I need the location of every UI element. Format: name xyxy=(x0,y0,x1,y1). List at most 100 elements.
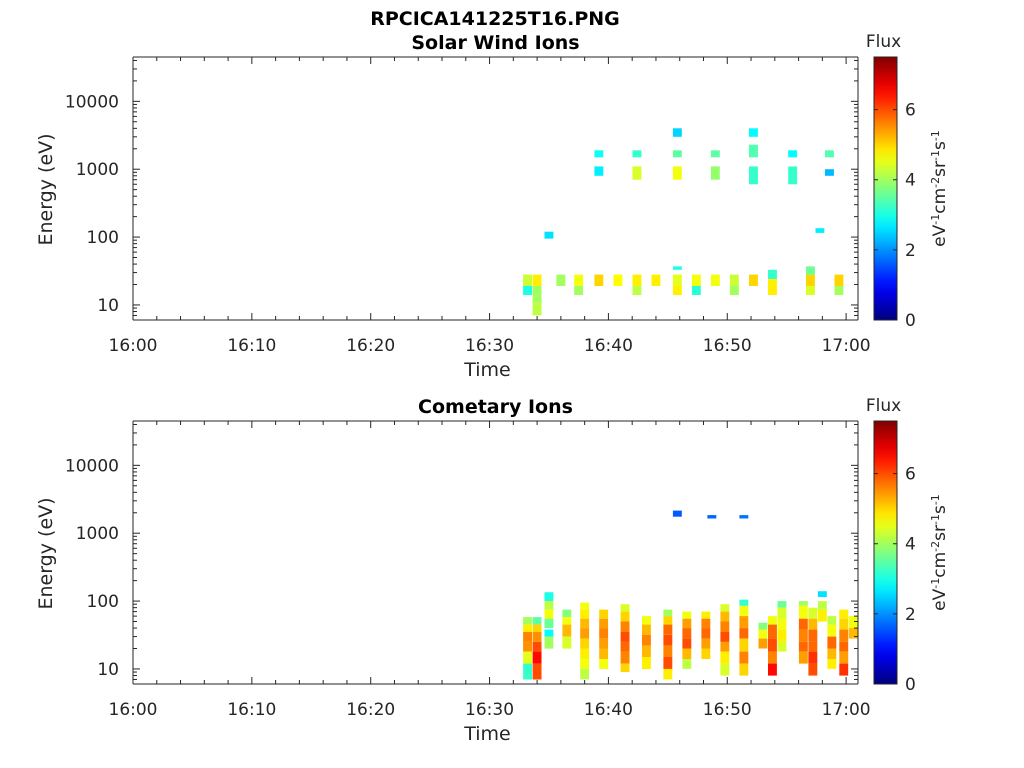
heatmap-cell xyxy=(788,166,798,185)
heatmap-cell xyxy=(815,228,825,233)
x-tick-label: 16:00 xyxy=(109,700,158,720)
heatmap-cell xyxy=(532,663,542,680)
heatmap-cell xyxy=(806,274,815,286)
heatmap-cell xyxy=(642,645,651,657)
x-tick-label: 17:00 xyxy=(822,700,871,720)
heatmap-cell xyxy=(739,651,749,664)
y-tick-label: 100 xyxy=(87,228,119,248)
colorbar-tick-label: 6 xyxy=(905,101,916,121)
heatmap-cell xyxy=(758,638,768,649)
heatmap-cell xyxy=(574,286,584,295)
heatmap-cell xyxy=(798,651,808,664)
heatmap-cell xyxy=(707,515,717,519)
heatmap-cell xyxy=(806,266,815,275)
y-tick-label: 1000 xyxy=(76,160,119,180)
heatmap-cell xyxy=(739,599,749,606)
heatmap-cell xyxy=(798,601,808,606)
heatmap-cell xyxy=(523,624,532,632)
heatmap-cell xyxy=(620,663,630,673)
heatmap-cell xyxy=(532,624,542,632)
heatmap-cell xyxy=(768,651,777,664)
heatmap-cell xyxy=(613,274,623,286)
heatmap-cell xyxy=(672,166,682,180)
x-tick-label: 16:10 xyxy=(227,336,276,356)
heatmap-cell xyxy=(642,657,651,669)
heatmap-cell xyxy=(532,641,542,652)
heatmap-cell xyxy=(523,632,532,642)
heatmap-cell xyxy=(768,279,777,295)
heatmap-cell xyxy=(817,601,827,610)
heatmap-cell xyxy=(523,641,532,652)
y-axis-title: Energy (eV) xyxy=(35,497,57,609)
heatmap-cell xyxy=(544,592,554,601)
heatmap-cell xyxy=(729,274,739,286)
x-axis-title: Time xyxy=(463,723,511,745)
heatmap-cell xyxy=(834,274,844,286)
heatmap-cell xyxy=(827,659,837,669)
heatmap-cell xyxy=(798,618,808,630)
heatmap-cell xyxy=(827,616,837,625)
colorbar-tick-label: 0 xyxy=(905,311,916,331)
heatmap-cell xyxy=(701,628,711,639)
heatmap-cell xyxy=(817,591,827,597)
heatmap-cell xyxy=(620,641,630,652)
heatmap-cell xyxy=(739,515,749,519)
heatmap-cell xyxy=(532,302,542,316)
heatmap-cell xyxy=(827,636,837,649)
heatmap-cell xyxy=(523,651,532,664)
colorbar-title: Flux xyxy=(866,396,901,416)
heatmap-cell xyxy=(839,618,849,630)
heatmap-cell xyxy=(839,629,849,642)
heatmap-cell xyxy=(749,274,758,286)
heatmap-cell xyxy=(768,616,777,625)
colorbar-tick-label: 4 xyxy=(905,535,916,555)
heatmap-cell xyxy=(777,618,787,630)
heatmap-cell xyxy=(599,659,609,669)
heatmap-cell xyxy=(808,663,818,676)
heatmap-cell xyxy=(758,622,768,630)
heatmap-cell xyxy=(523,617,532,625)
colorbar-unit-label: eV-1cm-2sr-1s-1 xyxy=(929,494,951,611)
colorbar-unit-label: eV-1cm-2sr-1s-1 xyxy=(929,130,951,247)
heatmap-cell xyxy=(580,628,590,639)
heatmap-cell xyxy=(642,624,651,635)
heatmap-cell xyxy=(710,166,720,180)
heatmap-cells xyxy=(523,510,858,680)
y-tick-label: 100 xyxy=(87,592,119,612)
heatmap-cell xyxy=(672,510,682,517)
heatmap-cell xyxy=(599,618,609,629)
heatmap-cell xyxy=(808,618,818,630)
heatmap-cell xyxy=(827,624,837,637)
x-tick-label: 17:00 xyxy=(822,336,871,356)
x-tick-label: 16:20 xyxy=(346,336,395,356)
heatmap-cell xyxy=(544,231,554,239)
heatmap-cell xyxy=(777,641,787,652)
heatmap-cell xyxy=(532,617,542,625)
heatmap-cell xyxy=(808,607,818,619)
heatmap-cell xyxy=(562,636,572,649)
figure-title: RPCICA141225T16.PNG xyxy=(370,8,620,30)
heatmap-cell xyxy=(532,286,542,303)
heatmap-cell xyxy=(749,166,758,185)
heatmap-cell xyxy=(798,605,808,619)
heatmap-cell xyxy=(544,618,554,629)
heatmap-cell xyxy=(739,616,749,629)
colorbar-title: Flux xyxy=(866,32,901,52)
y-tick-label: 1000 xyxy=(76,524,119,544)
heatmap-cell xyxy=(532,632,542,642)
y-tick-label: 10 xyxy=(97,296,119,316)
heatmap-cell xyxy=(672,266,682,270)
heatmap-cell xyxy=(777,601,787,608)
heatmap-cell xyxy=(663,657,673,669)
heatmap-cell xyxy=(672,150,682,158)
heatmap-cell xyxy=(663,624,673,635)
heatmap-cell xyxy=(768,624,777,639)
heatmap-cell xyxy=(817,609,827,622)
heatmap-cell xyxy=(827,648,837,659)
heatmap-cell xyxy=(632,166,642,180)
heatmap-cell xyxy=(798,629,808,642)
heatmap-cell xyxy=(532,651,542,664)
heatmap-cell xyxy=(580,609,590,619)
heatmap-cell xyxy=(682,618,692,629)
